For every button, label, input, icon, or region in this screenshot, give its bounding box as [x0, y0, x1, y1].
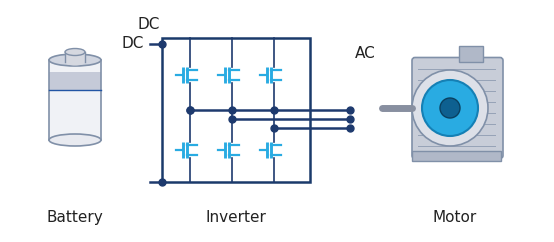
Ellipse shape [65, 48, 85, 55]
Text: DC: DC [122, 37, 144, 52]
Circle shape [440, 98, 460, 118]
Bar [49, 72, 101, 90]
Text: AC: AC [355, 45, 376, 60]
FancyBboxPatch shape [412, 151, 501, 160]
Text: DC: DC [137, 17, 160, 32]
Text: Battery: Battery [47, 210, 104, 225]
FancyBboxPatch shape [412, 58, 503, 159]
FancyBboxPatch shape [49, 60, 101, 140]
Ellipse shape [49, 54, 101, 66]
Circle shape [412, 70, 488, 146]
Circle shape [422, 80, 478, 136]
Bar [162, 38, 310, 182]
Text: Motor: Motor [433, 210, 477, 225]
Bar [65, 52, 85, 62]
Ellipse shape [65, 59, 85, 66]
Ellipse shape [49, 134, 101, 146]
FancyBboxPatch shape [459, 45, 483, 61]
Text: Inverter: Inverter [206, 210, 266, 225]
